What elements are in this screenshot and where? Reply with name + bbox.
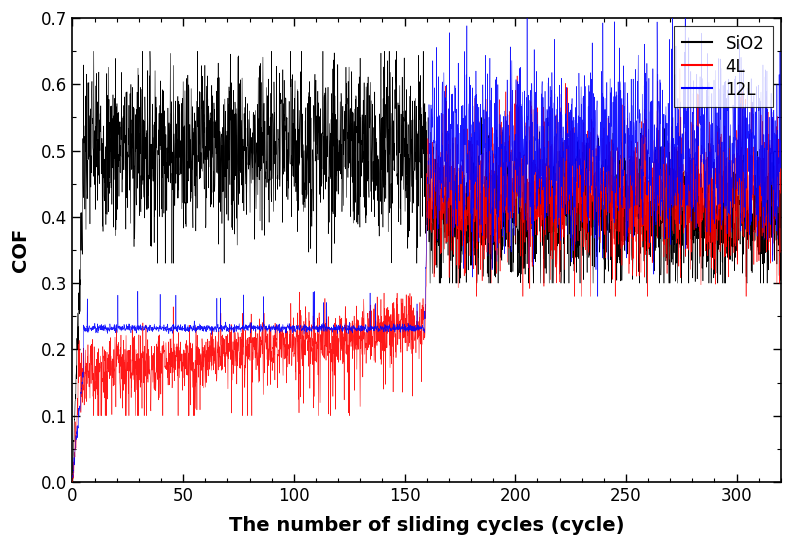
Y-axis label: COF: COF	[11, 228, 30, 272]
X-axis label: The number of sliding cycles (cycle): The number of sliding cycles (cycle)	[229, 516, 624, 535]
Legend: SiO2, 4L, 12L: SiO2, 4L, 12L	[674, 26, 772, 107]
